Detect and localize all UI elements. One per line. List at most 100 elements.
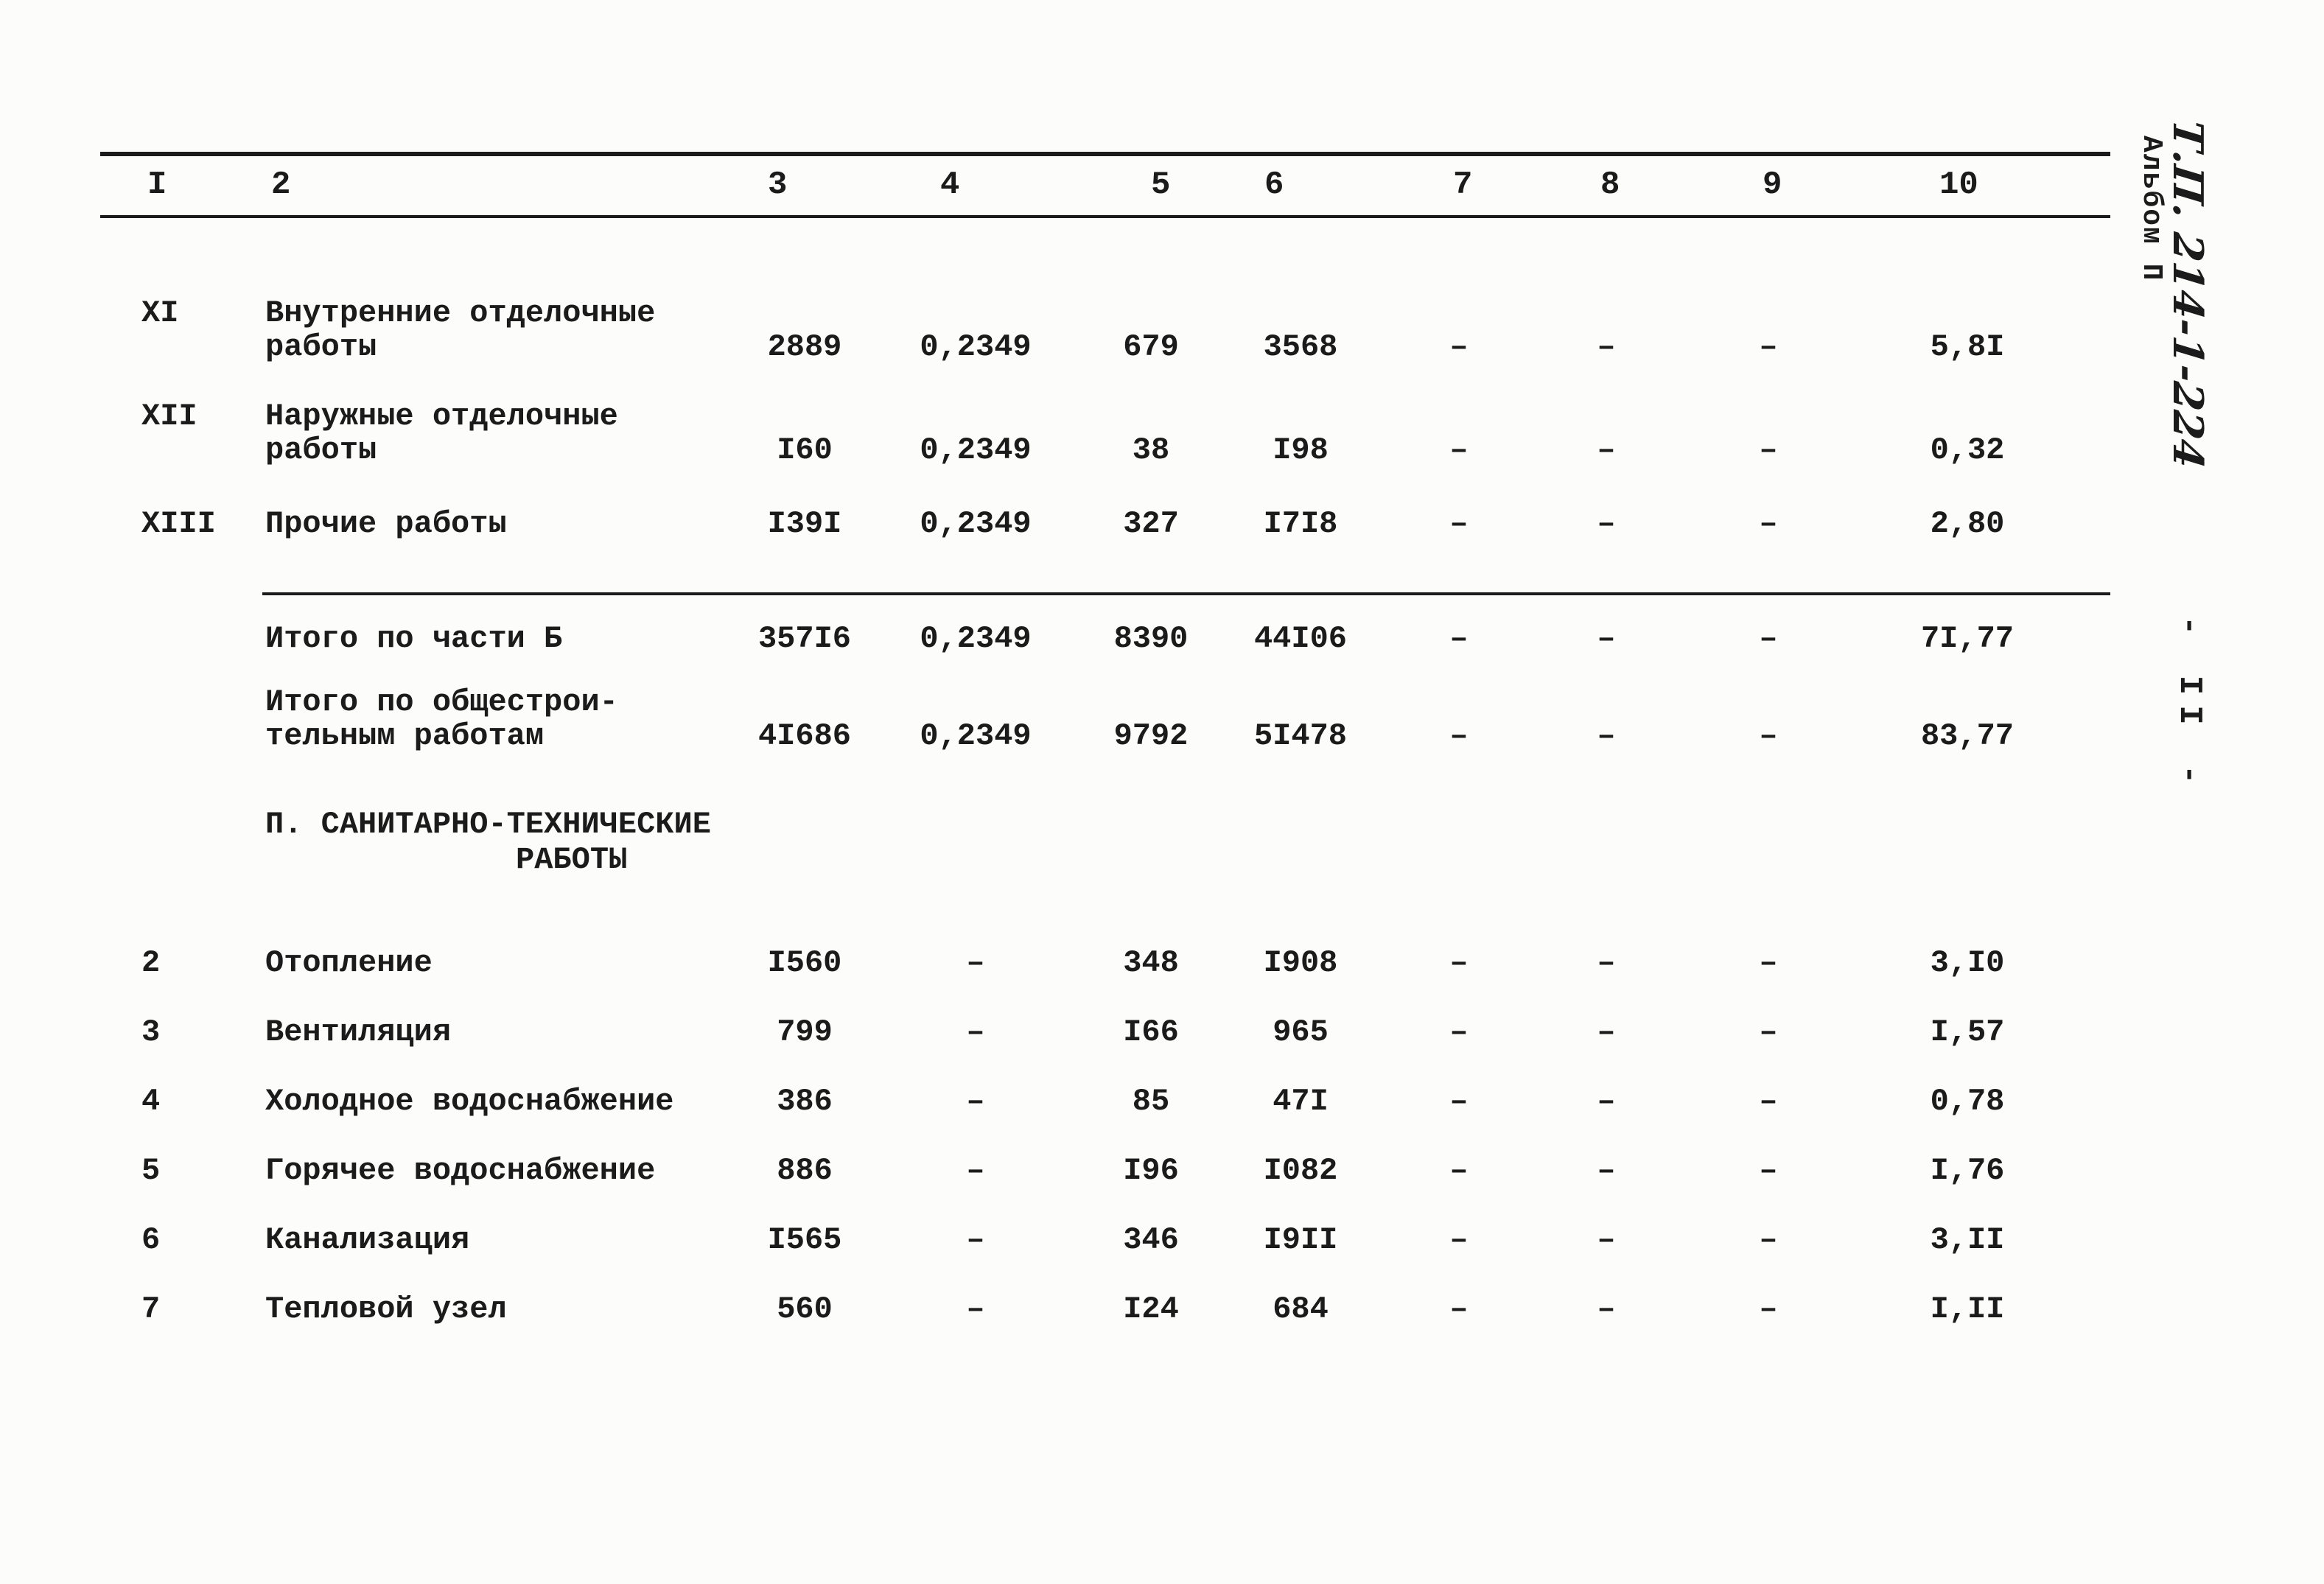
- cell-col6: I98: [1273, 435, 1329, 469]
- cell-col3: I560: [767, 947, 842, 981]
- table-header-rule: [100, 215, 2110, 218]
- row-name-line1: Итого по части Б: [265, 623, 563, 657]
- column-header: 2: [271, 167, 291, 203]
- cell-col6: I908: [1263, 947, 1338, 981]
- row-number: 7: [141, 1294, 161, 1328]
- column-header: 6: [1264, 167, 1284, 203]
- cell-col8: –: [1597, 1155, 1616, 1189]
- cell-col4: –: [966, 1155, 985, 1189]
- cell-col3: 2889: [767, 332, 842, 365]
- cell-col3: 357I6: [757, 623, 851, 657]
- cell-col5: 327: [1123, 508, 1179, 542]
- row-name: Итого по общестрои-тельным работам: [248, 687, 722, 754]
- cell-col9: –: [1759, 332, 1778, 365]
- cell-col10: I,76: [1930, 1155, 2005, 1189]
- row-number: XI: [141, 298, 179, 332]
- cell-col10: 0,32: [1930, 435, 2005, 469]
- cell-col9: –: [1759, 1017, 1778, 1051]
- cell-col8: –: [1597, 1294, 1616, 1328]
- row-name-line1: Наружные отделочные: [265, 401, 618, 435]
- row-number: 2: [141, 947, 161, 981]
- table-row: XIII Прочие работы I39I 0,2349 327 I7I8 …: [100, 508, 2060, 542]
- cell-col4: 0,2349: [920, 435, 1032, 469]
- cell-col10: I,57: [1930, 1017, 2005, 1051]
- cell-col8: –: [1597, 332, 1616, 365]
- row-name: Канализация: [248, 1224, 722, 1258]
- cell-col9: –: [1759, 623, 1778, 657]
- column-header: 8: [1600, 167, 1620, 203]
- row-name-line1: Прочие работы: [265, 508, 507, 542]
- cell-col10: 3,I0: [1930, 947, 2005, 981]
- table-row: 5 Горячее водоснабжение 886 – I96 I082 –…: [100, 1155, 2060, 1189]
- row-name-line1: Итого по общестрои-: [265, 687, 618, 721]
- cell-col7: –: [1449, 947, 1469, 981]
- row-name-line1: Канализация: [265, 1224, 470, 1258]
- row-name: Отопление: [248, 947, 722, 981]
- cell-col6: I7I8: [1263, 508, 1338, 542]
- cell-col5: 8390: [1113, 623, 1189, 657]
- section-heading: П. САНИТАРНО-ТЕХНИЧЕСКИЕ РАБОТЫ: [265, 809, 711, 880]
- row-number: 3: [141, 1017, 161, 1051]
- cell-col4: 0,2349: [920, 623, 1032, 657]
- cell-col3: 386: [777, 1086, 833, 1120]
- cell-col7: –: [1449, 508, 1469, 542]
- row-name-line2: работы: [265, 435, 377, 469]
- cell-col6: I082: [1263, 1155, 1338, 1189]
- cell-col10: 2,80: [1930, 508, 2005, 542]
- cell-col10: I,II: [1930, 1294, 2005, 1328]
- cell-col3: 886: [777, 1155, 833, 1189]
- table-row: 6 Канализация I565 – 346 I9II – – – 3,II: [100, 1224, 2060, 1258]
- row-name-line1: Холодное водоснабжение: [265, 1086, 674, 1120]
- table-row-total: Итого по общестрои-тельным работам 4I686…: [100, 687, 2060, 754]
- cell-col3: 799: [777, 1017, 833, 1051]
- row-name: Итого по части Б: [248, 623, 722, 657]
- cell-col8: –: [1597, 721, 1616, 754]
- cell-col5: 348: [1123, 947, 1179, 981]
- cell-col5: 38: [1132, 435, 1170, 469]
- table-row: XI Внутренние отделочные работы 2889 0,23…: [100, 298, 2060, 365]
- cell-col7: –: [1449, 1224, 1469, 1258]
- cell-col10: 7I,77: [1920, 623, 2014, 657]
- row-name: Внутренние отделочные работы: [248, 298, 722, 365]
- column-header: I: [147, 167, 167, 203]
- cell-col6: 965: [1273, 1017, 1329, 1051]
- cell-col3: I565: [767, 1224, 842, 1258]
- cell-col5: 9792: [1113, 721, 1189, 754]
- cell-col5: 679: [1123, 332, 1179, 365]
- cell-col9: –: [1759, 1294, 1778, 1328]
- row-name-line2: работы: [265, 332, 377, 365]
- cell-col7: –: [1449, 1017, 1469, 1051]
- row-number: 4: [141, 1086, 161, 1120]
- column-header: 5: [1151, 167, 1171, 203]
- cell-col6: I9II: [1263, 1224, 1338, 1258]
- cell-col7: –: [1449, 332, 1469, 365]
- cell-col5: 85: [1132, 1086, 1170, 1120]
- cell-col10: 5,8I: [1930, 332, 2005, 365]
- cell-col4: –: [966, 1224, 985, 1258]
- cell-col5: I66: [1123, 1017, 1179, 1051]
- cell-col10: 83,77: [1920, 721, 2014, 754]
- row-number: XIII: [141, 508, 216, 542]
- cell-col7: –: [1449, 623, 1469, 657]
- row-name: Холодное водоснабжение: [248, 1086, 722, 1120]
- cell-col9: –: [1759, 1155, 1778, 1189]
- album-label: Альбом П: [2135, 136, 2168, 282]
- cell-col6: 684: [1273, 1294, 1329, 1328]
- cell-col7: –: [1449, 435, 1469, 469]
- table-row: 3 Вентиляция 799 – I66 965 – – – I,57: [100, 1017, 2060, 1051]
- cell-col9: –: [1759, 947, 1778, 981]
- cell-col4: 0,2349: [920, 721, 1032, 754]
- project-code-stamp: Т.П. 214-1-224: [2163, 117, 2212, 471]
- cell-col9: –: [1759, 508, 1778, 542]
- cell-col4: 0,2349: [920, 332, 1032, 365]
- cell-col3: I39I: [767, 508, 842, 542]
- column-header: 7: [1453, 167, 1473, 203]
- cell-col5: I96: [1123, 1155, 1179, 1189]
- column-header: 3: [768, 167, 788, 203]
- row-name-line1: Горячее водоснабжение: [265, 1155, 656, 1189]
- cell-col8: –: [1597, 508, 1616, 542]
- section-heading-line1: П. САНИТАРНО-ТЕХНИЧЕСКИЕ: [265, 809, 711, 843]
- column-header: 4: [940, 167, 960, 203]
- cell-col10: 3,II: [1930, 1224, 2005, 1258]
